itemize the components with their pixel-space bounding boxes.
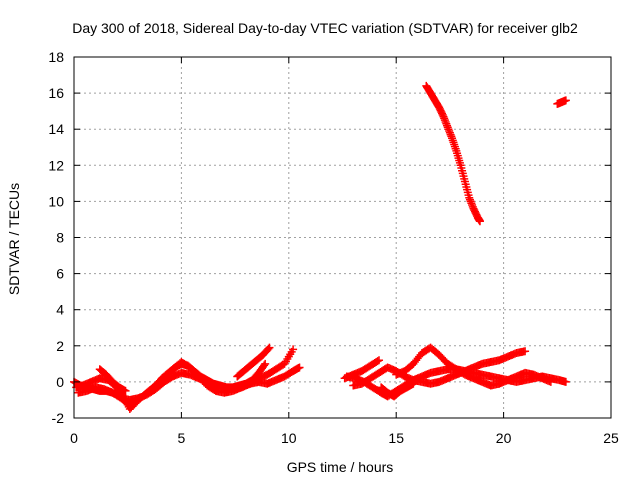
- data-point: [289, 345, 298, 354]
- series-arc-e: [233, 343, 274, 381]
- x-tick-label: 25: [603, 430, 619, 446]
- axis-ticks: 0 5 10 15 20 25 -2 0 2 4 6 8 10 12 14 16 18: [48, 49, 619, 446]
- data-point: [546, 377, 555, 386]
- series-arc-c: [74, 363, 304, 404]
- y-tick-label: 14: [48, 121, 64, 137]
- y-tick-label: -2: [52, 410, 65, 426]
- x-tick-label: 20: [496, 430, 512, 446]
- series-arc-l: [553, 96, 570, 108]
- data-point: [373, 357, 382, 366]
- x-tick-label: 0: [70, 430, 78, 446]
- data-point: [375, 356, 384, 365]
- data-point: [475, 217, 484, 226]
- data-point: [521, 347, 530, 356]
- data-point: [561, 96, 570, 105]
- y-tick-label: 18: [48, 49, 64, 65]
- y-tick-label: 16: [48, 85, 64, 101]
- y-axis-label: SDTVAR / TECUs: [6, 183, 22, 295]
- data-point: [260, 361, 269, 370]
- series-arc-h: [392, 343, 555, 390]
- data-point: [265, 343, 274, 352]
- y-tick-label: 4: [56, 302, 64, 318]
- series-arc-k: [422, 81, 484, 226]
- data-point: [561, 377, 570, 386]
- x-tick-label: 10: [281, 430, 297, 446]
- series-arc-j: [377, 379, 418, 401]
- data-point: [409, 379, 418, 388]
- data-point: [264, 344, 273, 353]
- x-tick-label: 15: [388, 430, 404, 446]
- series-arc-i: [340, 356, 384, 383]
- x-axis-label: GPS time / hours: [287, 459, 394, 475]
- y-tick-label: 0: [56, 374, 64, 390]
- data-point: [295, 363, 304, 372]
- data-point: [121, 386, 130, 395]
- y-tick-label: 10: [48, 193, 64, 209]
- y-tick-label: 12: [48, 157, 64, 173]
- y-tick-label: 2: [56, 338, 64, 354]
- chart-title: Day 300 of 2018, Sidereal Day-to-day VTE…: [72, 20, 578, 36]
- y-tick-label: 8: [56, 230, 64, 246]
- data-point: [261, 359, 270, 368]
- x-tick-label: 5: [178, 430, 186, 446]
- y-tick-label: 6: [56, 266, 64, 282]
- series-arc-d: [95, 365, 130, 395]
- grid-lines: [74, 57, 611, 418]
- data-points: [70, 81, 570, 413]
